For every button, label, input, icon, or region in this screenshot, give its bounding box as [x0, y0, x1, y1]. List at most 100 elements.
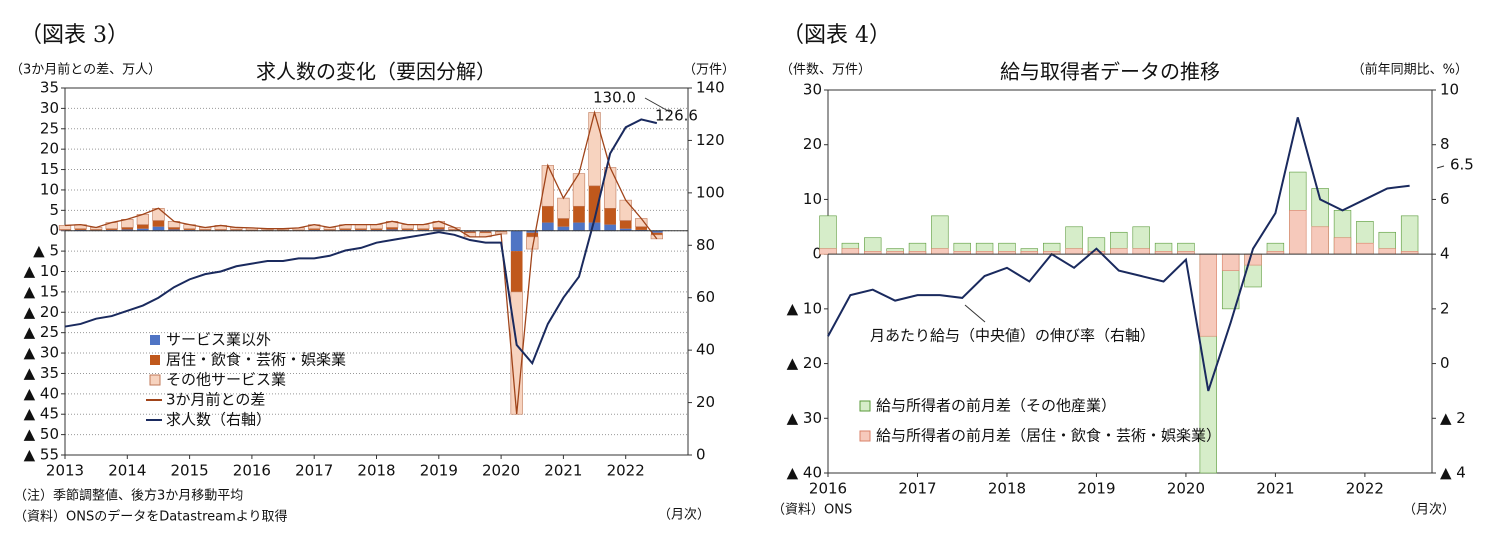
bar	[557, 226, 570, 231]
bar	[58, 225, 72, 230]
x-tick-label: 2022	[607, 462, 645, 480]
bar	[386, 229, 398, 231]
y-tick-label: ▲ 40	[24, 384, 59, 402]
y-tick-label: ▲ 45	[24, 405, 59, 423]
bar	[931, 248, 949, 255]
bar	[432, 229, 445, 231]
y-tick-label: ▲ 35	[24, 364, 59, 382]
y2-tick-label: 0	[696, 446, 706, 464]
y2-tick-label: 40	[696, 341, 715, 359]
bar	[230, 229, 243, 231]
bar	[635, 226, 648, 230]
y-tick-label: 5	[49, 201, 59, 219]
note: （資料）ONS	[772, 503, 852, 518]
y-tick-label: ▲ 40	[787, 464, 822, 482]
bar	[90, 229, 102, 231]
bar	[168, 227, 180, 230]
legend-swatch	[859, 400, 871, 412]
bar	[1311, 226, 1329, 255]
bar	[526, 230, 539, 233]
y-axis-label: （3か月前との差、万人）	[10, 62, 161, 78]
bar	[526, 232, 539, 237]
bar	[308, 228, 321, 230]
bar	[510, 251, 523, 292]
legend-label: その他サービス業	[166, 371, 286, 389]
y-tick-label: 30	[40, 99, 59, 117]
note: （資料）ONSのデータをDatastreamより取得	[14, 509, 288, 525]
y-tick-label: 25	[40, 119, 59, 137]
x-tick-label: 2013	[46, 462, 84, 480]
y-tick-label: ▲ 20	[24, 303, 59, 321]
plot-frame	[64, 87, 689, 456]
bar	[841, 248, 860, 255]
y-tick-label: ▲ 25	[24, 323, 59, 341]
x-tick-label: 2016	[809, 480, 847, 498]
y-tick-label: ▲ 10	[787, 299, 822, 317]
y2-tick-label: ▲ 4	[1440, 464, 1466, 482]
y2-tick-label: 4	[1440, 245, 1450, 263]
bar	[152, 226, 165, 231]
x-tick-label: 2018	[988, 480, 1026, 498]
bar	[1400, 215, 1419, 255]
bar	[588, 222, 601, 231]
bar	[650, 234, 663, 240]
y-tick-label: 15	[40, 160, 59, 178]
bar	[168, 229, 180, 231]
bar	[819, 248, 837, 255]
bar	[1333, 237, 1352, 255]
y2-tick-label: 20	[696, 393, 715, 411]
legend-swatch	[859, 430, 871, 442]
x-tick-label: 2016	[233, 462, 271, 480]
bar	[572, 173, 586, 207]
note: （注）季節調整値、後方3か月移動平均	[14, 488, 243, 504]
y2-tick-label: 8	[1440, 135, 1450, 153]
chart: （図表 3） 求人数の変化（要因分解） （3か月前との差、万人） （万件） （月次） （注…	[10, 23, 735, 525]
bar	[386, 227, 398, 230]
bar	[401, 228, 414, 230]
annotation-line	[964, 304, 986, 323]
annotation-line	[644, 97, 671, 113]
bar	[121, 229, 134, 231]
y-tick-label: ▲ 5	[33, 242, 59, 260]
bar	[510, 291, 523, 415]
bar	[619, 228, 632, 231]
y2-tick-label: 10	[1440, 81, 1459, 99]
bar	[1289, 210, 1307, 255]
plot-frame	[827, 89, 1433, 474]
bar	[588, 185, 601, 223]
bar	[1110, 248, 1128, 255]
bar	[588, 112, 601, 187]
y2-tick-label: 6	[1440, 190, 1450, 208]
bar	[370, 228, 383, 230]
line	[64, 118, 658, 366]
bar	[557, 197, 570, 219]
chart-title: 給与取得者データの推移	[1000, 60, 1220, 84]
bar	[137, 224, 149, 229]
y2-tick-label: 140	[696, 79, 725, 97]
y-tick-label: 10	[803, 190, 822, 208]
legend-label: 給与所得者の前月差（その他産業）	[876, 397, 1116, 415]
y-tick-label: ▲ 30	[787, 409, 822, 427]
x-tick-label: 2022	[1346, 480, 1384, 498]
y-tick-label: 0	[812, 245, 822, 263]
y-axis-label: （件数、万件）	[780, 63, 871, 78]
bar	[323, 229, 336, 231]
bar	[651, 232, 663, 235]
chart-title: 求人数の変化（要因分解）	[256, 60, 496, 84]
bar	[604, 208, 616, 225]
y-tick-label: ▲ 50	[24, 425, 59, 443]
figure-label: （図表 4）	[782, 23, 891, 48]
legend-label: 居住・飲食・芸術・娯楽業	[166, 351, 346, 369]
bar	[121, 227, 134, 230]
bar	[59, 229, 71, 231]
y2-tick-label: ▲ 2	[1440, 409, 1466, 427]
x-tick-label: 2014	[108, 462, 146, 480]
bar	[1065, 248, 1083, 255]
bar	[479, 231, 492, 233]
bar	[619, 199, 632, 221]
bar	[183, 228, 196, 230]
x-tick-label: 2017	[898, 480, 936, 498]
x-tick-label: 2020	[1167, 480, 1205, 498]
annotation-line	[1436, 165, 1445, 169]
